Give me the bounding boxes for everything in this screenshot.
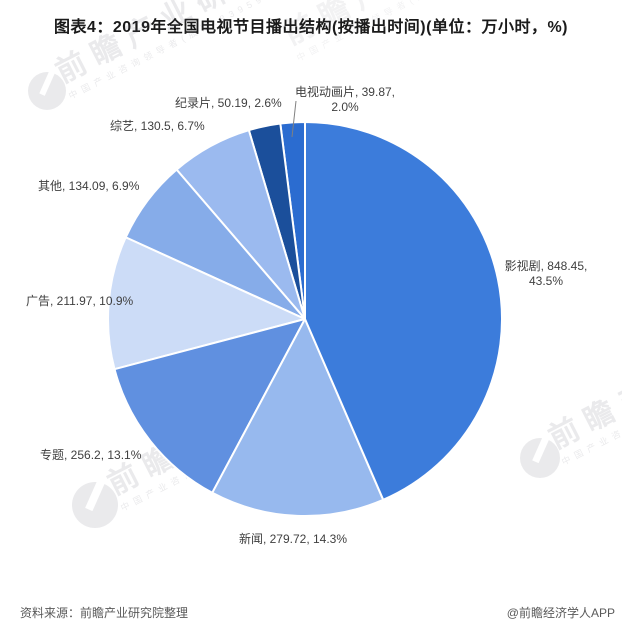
- label-leader-line: [291, 100, 297, 138]
- pie-slice-影视剧[interactable]: [304, 121, 504, 501]
- slice-label-专题: 专题, 256.2, 13.1%: [40, 448, 142, 462]
- slice-label-其他: 其他, 134.09, 6.9%: [38, 179, 140, 193]
- slice-label-影视剧: 影视剧, 848.45, 43.5%: [504, 259, 588, 288]
- slice-label-新闻: 新闻, 279.72, 14.3%: [238, 532, 348, 546]
- source-note: 资料来源：前瞻产业研究院整理: [20, 606, 189, 620]
- slice-label-综艺: 综艺, 130.5, 6.7%: [110, 119, 205, 133]
- slice-label-广告: 广告, 211.97, 10.9%: [26, 294, 134, 308]
- credit-note: @前瞻经济学人APP: [506, 606, 615, 620]
- slice-label-电视动画片: 电视动画片, 39.87, 2.0%: [294, 85, 396, 114]
- slice-label-纪录片: 纪录片, 50.19, 2.6%: [175, 96, 282, 110]
- pie-slice-专题[interactable]: [113, 318, 306, 494]
- pie-slice-广告[interactable]: [107, 236, 306, 371]
- pie-slice-新闻[interactable]: [211, 318, 385, 517]
- chart-title: 图表4：2019年全国电视节目播出结构(按播出时间)(单位：万小时，%): [53, 19, 569, 36]
